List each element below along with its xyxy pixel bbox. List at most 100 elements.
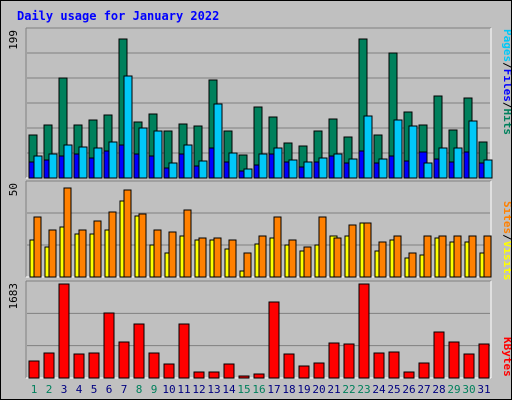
kbytes-bar-day-5 bbox=[88, 352, 100, 379]
chart-panel-2: 50 Sites/Visits bbox=[7, 180, 511, 281]
chart-panel-3: 1683 KBytes bbox=[7, 280, 511, 379]
x-tick-label-day-14: 14 bbox=[222, 383, 236, 396]
legend-item: Sites bbox=[501, 201, 511, 234]
x-tick-label-day-27: 27 bbox=[417, 383, 430, 396]
sites-bar-day-10 bbox=[168, 231, 177, 278]
legend-item: KBytes bbox=[501, 337, 511, 377]
sites-bar-day-1 bbox=[33, 216, 42, 278]
kbytes-bar-day-13 bbox=[208, 371, 220, 379]
sites-bar-day-8 bbox=[138, 213, 147, 278]
sites-bar-day-6 bbox=[108, 211, 117, 278]
pages-bar-day-2 bbox=[48, 153, 58, 179]
pages-bar-day-17 bbox=[273, 147, 283, 179]
sites-bar-day-9 bbox=[153, 229, 162, 278]
panel-legend: KBytes bbox=[501, 337, 511, 377]
sites-bar-day-13 bbox=[213, 237, 222, 278]
x-tick-label-day-17: 17 bbox=[267, 383, 280, 396]
sites-bar-day-21 bbox=[333, 237, 342, 278]
sites-bar-day-15 bbox=[243, 252, 252, 278]
sites-bar-day-4 bbox=[78, 229, 87, 278]
kbytes-bar-day-23 bbox=[358, 283, 370, 379]
panel-legend: Sites/Visits bbox=[501, 201, 511, 281]
kbytes-bar-day-1 bbox=[28, 360, 40, 379]
sites-bar-day-3 bbox=[63, 187, 72, 278]
kbytes-bar-day-18 bbox=[283, 353, 295, 379]
sites-bar-day-26 bbox=[408, 252, 417, 278]
sites-bar-day-16 bbox=[258, 235, 267, 278]
chart-title: Daily usage for January 2022 bbox=[17, 9, 219, 23]
kbytes-bar-day-7 bbox=[118, 341, 130, 379]
panel-legend: Pages/Files/Hits bbox=[501, 29, 511, 135]
chart-panels: 199Pages/Files/Hits50Sites/Visits1683KBy… bbox=[7, 27, 511, 379]
kbytes-bar-day-14 bbox=[223, 363, 235, 379]
legend-item: / bbox=[501, 234, 511, 241]
x-tick-label-day-21: 21 bbox=[327, 383, 340, 396]
kbytes-bar-day-3 bbox=[58, 283, 70, 379]
x-tick-label-day-30: 30 bbox=[462, 383, 475, 396]
pages-bar-day-18 bbox=[288, 159, 298, 179]
sites-bar-day-25 bbox=[393, 235, 402, 278]
pages-bar-day-14 bbox=[228, 152, 238, 179]
pages-bar-day-15 bbox=[243, 168, 253, 179]
kbytes-bar-day-30 bbox=[463, 353, 475, 379]
kbytes-bar-day-22 bbox=[343, 343, 355, 379]
sites-bar-day-18 bbox=[288, 239, 297, 278]
x-tick-label-day-31: 31 bbox=[477, 383, 490, 396]
legend-item: Pages bbox=[501, 29, 511, 62]
x-tick-label-day-1: 1 bbox=[31, 383, 38, 396]
sites-bar-day-2 bbox=[48, 229, 57, 278]
kbytes-bar-day-27 bbox=[418, 362, 430, 379]
x-tick-label-day-4: 4 bbox=[76, 383, 83, 396]
kbytes-bar-day-28 bbox=[433, 331, 445, 379]
x-tick-label-day-8: 8 bbox=[136, 383, 143, 396]
kbytes-bar-day-6 bbox=[103, 312, 115, 379]
x-tick-label-day-20: 20 bbox=[312, 383, 325, 396]
pages-bar-day-26 bbox=[408, 125, 418, 179]
x-tick-label-day-18: 18 bbox=[282, 383, 295, 396]
x-tick-label-day-25: 25 bbox=[387, 383, 400, 396]
kbytes-bar-day-31 bbox=[478, 343, 490, 379]
pages-bar-day-11 bbox=[183, 144, 193, 179]
pages-bar-day-27 bbox=[423, 162, 433, 179]
y-max-label: 50 bbox=[7, 183, 20, 196]
x-tick-label-day-2: 2 bbox=[46, 383, 53, 396]
pages-bar-day-21 bbox=[333, 153, 343, 179]
x-tick-label-day-23: 23 bbox=[357, 383, 370, 396]
x-tick-label-day-5: 5 bbox=[91, 383, 98, 396]
x-tick-label-day-13: 13 bbox=[207, 383, 220, 396]
kbytes-bar-day-4 bbox=[73, 353, 85, 379]
pages-bar-day-31 bbox=[483, 159, 493, 179]
sites-bar-day-27 bbox=[423, 235, 432, 278]
x-tick-label-day-28: 28 bbox=[432, 383, 445, 396]
legend-separator: / bbox=[501, 62, 511, 69]
kbytes-bar-day-11 bbox=[178, 323, 190, 379]
sites-bar-day-5 bbox=[93, 220, 102, 278]
pages-bar-day-29 bbox=[453, 147, 463, 179]
sites-bar-day-17 bbox=[273, 216, 282, 278]
y-max-label: 199 bbox=[7, 30, 20, 50]
legend-item: Files bbox=[501, 69, 511, 102]
kbytes-bar-day-29 bbox=[448, 341, 460, 379]
pages-bar-day-8 bbox=[138, 127, 148, 179]
pages-bar-day-16 bbox=[258, 153, 268, 179]
legend-item: Hits bbox=[501, 109, 511, 136]
legend-separator: / bbox=[501, 102, 511, 109]
pages-bar-day-30 bbox=[468, 120, 478, 179]
x-tick-label-day-10: 10 bbox=[162, 383, 175, 396]
sites-bar-day-24 bbox=[378, 241, 387, 278]
sites-bar-day-19 bbox=[303, 246, 312, 278]
pages-bar-day-3 bbox=[63, 144, 73, 179]
kbytes-bar-day-8 bbox=[133, 323, 145, 379]
sites-bar-day-30 bbox=[468, 235, 477, 278]
pages-bar-day-12 bbox=[198, 160, 208, 179]
sites-bar-day-12 bbox=[198, 237, 207, 278]
y-max-label: 1683 bbox=[7, 283, 20, 310]
x-tick-label-day-29: 29 bbox=[447, 383, 460, 396]
kbytes-bar-day-2 bbox=[43, 352, 55, 379]
kbytes-bar-day-12 bbox=[193, 371, 205, 379]
pages-bar-day-7 bbox=[123, 75, 133, 179]
x-tick-label-day-16: 16 bbox=[252, 383, 265, 396]
x-tick-label-day-15: 15 bbox=[237, 383, 250, 396]
